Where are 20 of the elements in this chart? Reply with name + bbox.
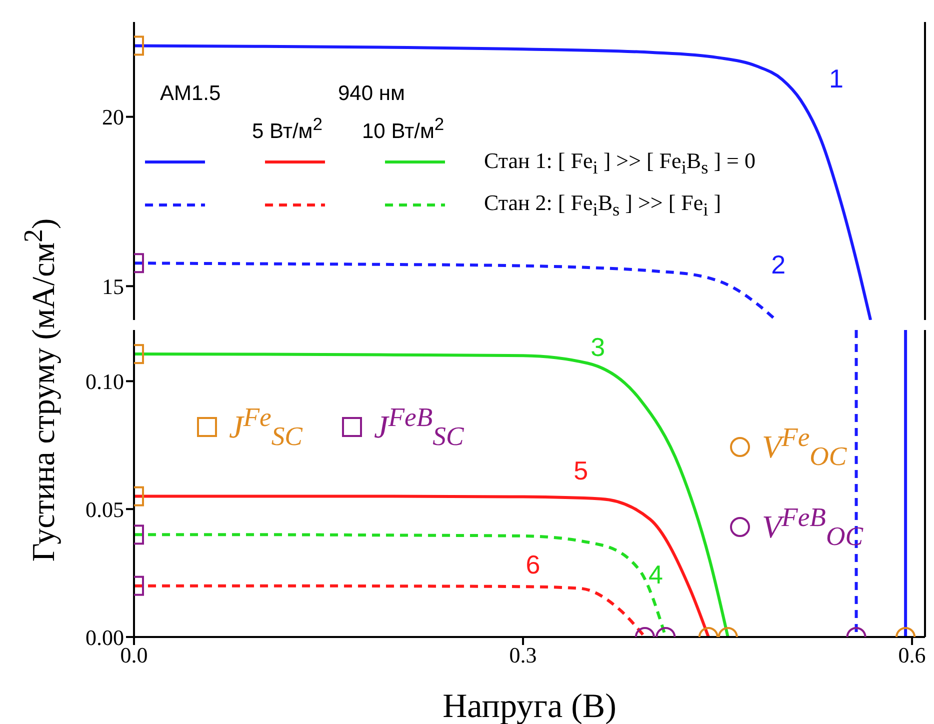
- series-label: 2: [771, 249, 786, 280]
- annotation: 940 нм: [338, 82, 405, 106]
- annotation: AM1.5: [160, 82, 221, 106]
- series-label: 3: [590, 332, 606, 362]
- x-tick-label: 0.6: [898, 642, 926, 668]
- y-tick-label: 0.10: [86, 368, 124, 394]
- series-label: 6: [526, 549, 540, 580]
- series-label: 1: [829, 63, 844, 94]
- y-tick-label: 20: [102, 104, 124, 130]
- annotation: Стан 1: [ Fe$_{i}$ ] >> [ Fe$_{i}$B$_{s}$ ] = 0: [484, 148, 756, 178]
- annotation: 5 Вт/м$^{2}$: [252, 114, 322, 144]
- y-tick-label: 0.00: [86, 624, 124, 650]
- x-axis-title: Напруга (В): [442, 688, 616, 724]
- annotation: Стан 2: [ Fe$_{i}$B$_{s}$ ] >> [ Fe$_{i}$ ]: [484, 190, 722, 220]
- annotation: 10 Вт/м$^{2}$: [362, 114, 444, 144]
- series-label: 4: [648, 559, 663, 590]
- y-tick-label: 15: [102, 274, 124, 299]
- series-label: 5: [574, 456, 588, 486]
- y-tick-label: 0.05: [86, 496, 124, 522]
- x-tick-label: 0.3: [509, 642, 537, 668]
